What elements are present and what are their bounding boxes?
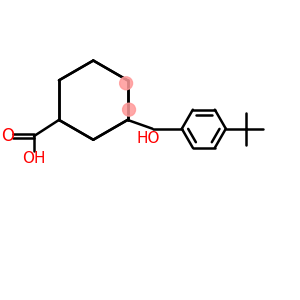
Circle shape <box>123 103 136 116</box>
Text: HO: HO <box>136 130 160 146</box>
Text: O: O <box>1 127 14 145</box>
Text: OH: OH <box>22 152 45 166</box>
Circle shape <box>120 77 133 90</box>
